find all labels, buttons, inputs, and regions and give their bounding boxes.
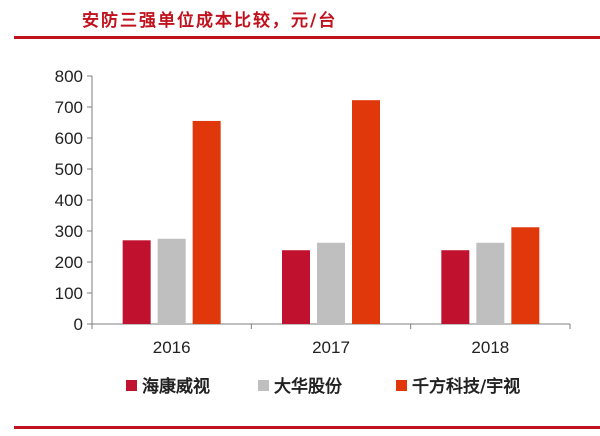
legend-label: 大华股份 bbox=[274, 376, 343, 397]
y-tick-label: 500 bbox=[55, 160, 83, 179]
bar-2016-1 bbox=[122, 240, 151, 324]
bar-2018-1 bbox=[441, 250, 470, 324]
bar-2018-3 bbox=[511, 227, 540, 324]
bottom-rule bbox=[14, 426, 600, 429]
y-tick-label: 300 bbox=[55, 222, 83, 241]
bar-2018-2 bbox=[476, 242, 505, 324]
y-tick-label: 100 bbox=[55, 284, 83, 303]
top-rule bbox=[14, 36, 600, 39]
bar-2017-2 bbox=[317, 242, 345, 324]
x-tick-label: 2017 bbox=[312, 338, 350, 357]
legend-label: 千方科技/宇视 bbox=[412, 376, 520, 397]
legend-swatch bbox=[258, 380, 269, 391]
legend-swatch bbox=[396, 380, 407, 391]
bars bbox=[122, 100, 540, 325]
legend-swatch bbox=[126, 380, 137, 391]
y-axis-ticks: 0 100 200 300 400 500 600 700 800 bbox=[55, 67, 92, 334]
bar-2016-2 bbox=[157, 238, 186, 324]
x-axis-ticks: 2016 2017 2018 bbox=[91, 324, 571, 357]
y-tick-label: 200 bbox=[55, 253, 83, 272]
x-tick-label: 2018 bbox=[471, 338, 509, 357]
legend-label: 海康威视 bbox=[142, 376, 210, 397]
bar-2017-3 bbox=[352, 100, 380, 325]
x-tick-label: 2016 bbox=[153, 338, 191, 357]
y-tick-label: 800 bbox=[55, 67, 83, 86]
bar-2017-1 bbox=[282, 250, 310, 324]
y-tick-label: 0 bbox=[74, 315, 83, 334]
y-tick-label: 600 bbox=[55, 129, 83, 148]
chart-title: 安防三强单位成本比较，元/台 bbox=[82, 11, 338, 31]
y-tick-label: 700 bbox=[55, 98, 83, 117]
legend: 海康威视 大华股份 千方科技/宇视 bbox=[126, 376, 520, 397]
y-tick-label: 400 bbox=[55, 191, 83, 210]
bar-2016-3 bbox=[192, 120, 221, 324]
